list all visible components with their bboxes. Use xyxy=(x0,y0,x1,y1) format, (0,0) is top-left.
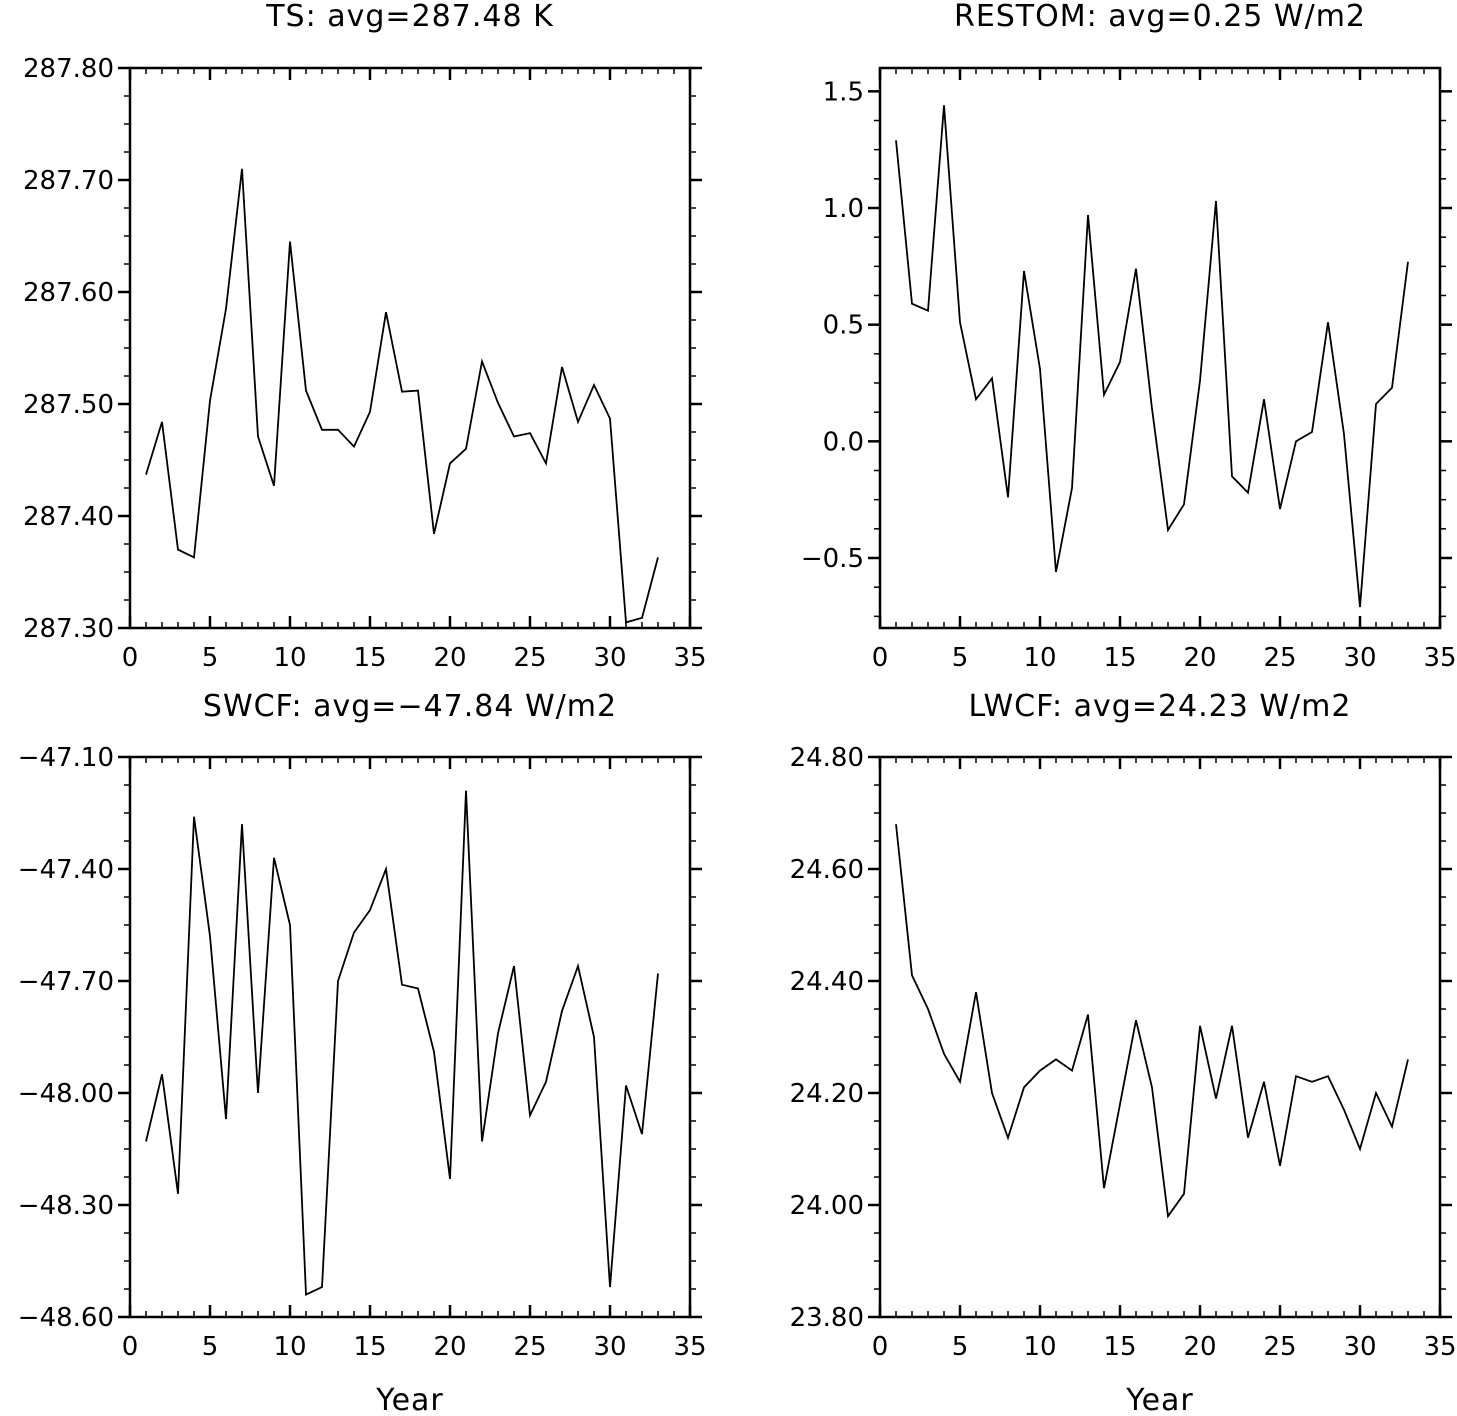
restom-y-tick-label: 0.0 xyxy=(823,427,864,457)
restom-y-tick-label: −0.5 xyxy=(801,544,864,574)
restom-title: RESTOM: avg=0.25 W/m2 xyxy=(954,0,1366,34)
restom-series-line xyxy=(895,105,1409,608)
restom-x-tick-label: 35 xyxy=(1423,643,1456,673)
restom-x-tick-label: 10 xyxy=(1023,643,1056,673)
lwcf-x-axis-label: Year xyxy=(1125,1383,1194,1416)
ts-y-tick-label: 287.80 xyxy=(23,54,114,84)
ts-title: TS: avg=287.48 K xyxy=(265,0,554,34)
swcf-x-tick-label: 15 xyxy=(353,1332,386,1362)
ts-x-tick-label: 10 xyxy=(273,643,306,673)
lwcf-x-tick-label: 35 xyxy=(1423,1332,1456,1362)
swcf-title: SWCF: avg=−47.84 W/m2 xyxy=(203,689,617,724)
swcf-x-tick-label: 35 xyxy=(673,1332,706,1362)
ts-x-tick-label: 0 xyxy=(122,643,139,673)
swcf-x-tick-label: 30 xyxy=(593,1332,626,1362)
restom-x-tick-label: 25 xyxy=(1263,643,1296,673)
swcf-y-tick-label: −48.60 xyxy=(18,1303,114,1333)
ts-x-tick-label: 25 xyxy=(513,643,546,673)
ts-x-tick-label: 20 xyxy=(433,643,466,673)
swcf-y-tick-label: −48.00 xyxy=(18,1079,114,1109)
lwcf-title: LWCF: avg=24.23 W/m2 xyxy=(969,689,1352,724)
lwcf-series-line xyxy=(895,824,1409,1219)
lwcf-x-tick-label: 25 xyxy=(1263,1332,1296,1362)
lwcf-x-tick-label: 20 xyxy=(1183,1332,1216,1362)
lwcf-x-tick-label: 10 xyxy=(1023,1332,1056,1362)
swcf-x-tick-label: 20 xyxy=(433,1332,466,1362)
swcf-x-tick-label: 0 xyxy=(122,1332,139,1362)
restom-y-tick-label: 0.5 xyxy=(823,311,864,341)
lwcf-y-tick-label: 24.60 xyxy=(790,855,864,885)
lwcf-x-tick-label: 30 xyxy=(1343,1332,1376,1362)
lwcf-y-tick-label: 24.20 xyxy=(790,1079,864,1109)
ts-y-tick-label: 287.60 xyxy=(23,278,114,308)
ts-y-tick-label: 287.70 xyxy=(23,166,114,196)
lwcf-x-tick-label: 15 xyxy=(1103,1332,1136,1362)
ts-plot-frame xyxy=(128,66,692,630)
lwcf-y-tick-label: 24.40 xyxy=(790,967,864,997)
restom-plot-frame xyxy=(878,66,1442,630)
swcf-y-tick-label: −47.70 xyxy=(18,967,114,997)
ts-x-tick-label: 15 xyxy=(353,643,386,673)
ts-x-tick-label: 5 xyxy=(202,643,219,673)
restom-y-tick-label: 1.0 xyxy=(823,194,864,224)
lwcf-plot-frame xyxy=(878,755,1442,1319)
swcf-panel: SWCF: avg=−47.84 W/m2 Year 0 5 10 15 20 25 30 3… xyxy=(18,689,707,1416)
swcf-x-tick-label: 10 xyxy=(273,1332,306,1362)
lwcf-y-tick-label: 24.00 xyxy=(790,1191,864,1221)
ts-panel: TS: avg=287.48 K 0 5 10 15 20 25 30 35 287.30 287… xyxy=(23,0,707,673)
restom-x-tick-label: 20 xyxy=(1183,643,1216,673)
ts-x-tick-label: 30 xyxy=(593,643,626,673)
swcf-series-line xyxy=(145,790,659,1296)
swcf-y-tick-label: −47.10 xyxy=(18,743,114,773)
restom-x-tick-label: 0 xyxy=(872,643,889,673)
swcf-y-tick-label: −48.30 xyxy=(18,1191,114,1221)
lwcf-x-tick-label: 5 xyxy=(952,1332,969,1362)
ts-y-tick-label: 287.40 xyxy=(23,502,114,532)
ts-y-tick-label: 287.30 xyxy=(23,614,114,644)
lwcf-x-tick-label: 0 xyxy=(872,1332,889,1362)
swcf-y-tick-label: −47.40 xyxy=(18,855,114,885)
ts-series-line xyxy=(145,168,659,624)
swcf-x-axis-label: Year xyxy=(375,1383,444,1416)
lwcf-panel: LWCF: avg=24.23 W/m2 Year 0 5 10 15 20 25 30 35… xyxy=(790,689,1457,1416)
swcf-x-tick-label: 25 xyxy=(513,1332,546,1362)
lwcf-y-tick-label: 24.80 xyxy=(790,743,864,773)
restom-x-tick-label: 30 xyxy=(1343,643,1376,673)
ts-y-tick-label: 287.50 xyxy=(23,390,114,420)
restom-x-tick-label: 15 xyxy=(1103,643,1136,673)
ts-x-tick-label: 35 xyxy=(673,643,706,673)
restom-y-tick-label: 1.5 xyxy=(823,77,864,107)
restom-panel: RESTOM: avg=0.25 W/m2 0 5 10 15 20 25 30 35 −0.5… xyxy=(801,0,1457,673)
lwcf-y-tick-label: 23.80 xyxy=(790,1303,864,1333)
restom-x-tick-label: 5 xyxy=(952,643,969,673)
swcf-x-tick-label: 5 xyxy=(202,1332,219,1362)
